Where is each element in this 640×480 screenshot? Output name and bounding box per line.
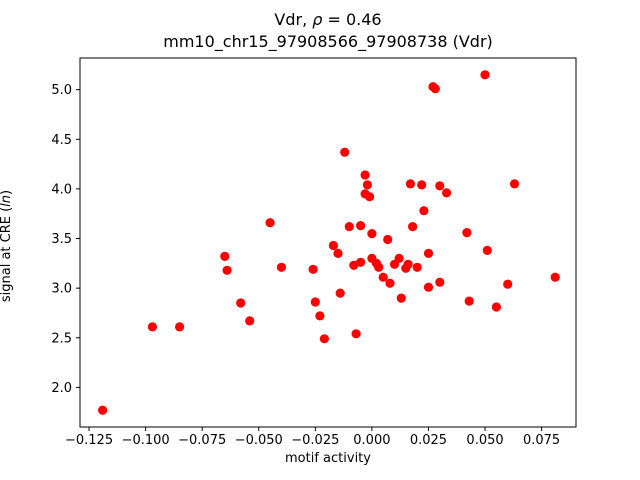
y-axis-label-suffix: ): [0, 189, 14, 195]
scatter-point: [356, 221, 366, 231]
chart-title-rho: ρ: [312, 10, 323, 29]
scatter-point: [419, 206, 429, 216]
scatter-point: [362, 180, 372, 190]
scatter-point: [310, 297, 320, 307]
scatter-point: [383, 234, 393, 245]
y-tick-label: 2.0: [51, 381, 72, 396]
scatter-point: [405, 179, 415, 189]
scatter-point: [367, 229, 377, 239]
scatter-point: [335, 288, 345, 298]
scatter-point: [220, 251, 230, 261]
scatter-point: [408, 222, 418, 232]
scatter-point: [340, 147, 350, 157]
chart-title: Vdr, ρ = 0.46: [80, 10, 576, 30]
y-axis-label-italic: ln: [0, 194, 14, 207]
scatter-point: [265, 218, 275, 228]
scatter-point: [315, 311, 325, 321]
scatter-point: [435, 181, 445, 191]
x-tick-label: 0.050: [466, 433, 503, 448]
chart-subtitle: mm10_chr15_97908566_97908738 (Vdr): [163, 32, 493, 51]
x-tick-label: −0.050: [235, 433, 283, 448]
scatter-point: [442, 188, 452, 198]
scatter-point: [464, 296, 474, 306]
scatter-point: [423, 248, 434, 258]
scatter-point: [394, 253, 404, 263]
scatter-point: [423, 282, 434, 292]
scatter-point: [503, 279, 513, 289]
scatter-point: [276, 262, 286, 272]
y-tick-label: 3.0: [51, 282, 72, 297]
scatter-point: [147, 322, 157, 332]
y-tick-label: 3.5: [51, 232, 72, 247]
scatter-point: [417, 180, 427, 190]
chart-title-prefix: Vdr,: [274, 10, 313, 29]
scatter-point: [482, 245, 492, 255]
scatter-point: [245, 316, 255, 326]
scatter-point: [175, 322, 185, 332]
scatter-point: [509, 179, 520, 189]
scatter-point: [365, 192, 375, 202]
scatter-point: [378, 272, 388, 282]
y-tick-label: 2.5: [51, 331, 72, 346]
scatter-point: [333, 248, 343, 258]
x-tick-label: 0.075: [523, 433, 560, 448]
scatter-point: [462, 228, 472, 238]
y-tick-label: 4.5: [51, 133, 72, 148]
scatter-point: [396, 293, 406, 303]
x-axis-label: motif activity: [285, 451, 371, 466]
x-tick-label: −0.125: [65, 433, 113, 448]
y-axis-label: signal at CRE (ln): [0, 190, 14, 302]
x-tick-label: −0.075: [178, 433, 226, 448]
x-tick-label: 0.025: [410, 433, 447, 448]
scatter-point: [403, 259, 413, 269]
y-axis-label-prefix: signal at CRE (: [0, 206, 14, 303]
scatter-point: [435, 277, 445, 287]
scatter-point: [491, 302, 501, 312]
scatter-point: [328, 240, 338, 251]
scatter-point: [308, 264, 318, 274]
scatter-point: [236, 298, 246, 308]
plot-border: [79, 57, 577, 428]
scatter-point: [480, 70, 490, 80]
y-tick-label: 4.0: [51, 182, 72, 197]
x-tick-label: −0.025: [291, 433, 339, 448]
x-tick-label: −0.100: [122, 433, 170, 448]
scatter-point: [550, 272, 560, 282]
scatter-point: [344, 222, 354, 232]
scatter-point: [98, 405, 108, 415]
scatter-point: [356, 257, 366, 267]
scatter-point: [319, 334, 329, 344]
chart-title-suffix: = 0.46: [322, 10, 382, 29]
scatter-point: [351, 329, 361, 339]
scatter-point: [360, 170, 370, 180]
scatter-point: [385, 278, 395, 288]
scatter-point: [412, 262, 422, 272]
scatter-point: [374, 262, 384, 272]
y-tick-label: 5.0: [51, 83, 72, 98]
x-tick-label: 0.000: [353, 433, 390, 448]
scatter-point: [222, 265, 232, 275]
scatter-point: [430, 84, 440, 94]
